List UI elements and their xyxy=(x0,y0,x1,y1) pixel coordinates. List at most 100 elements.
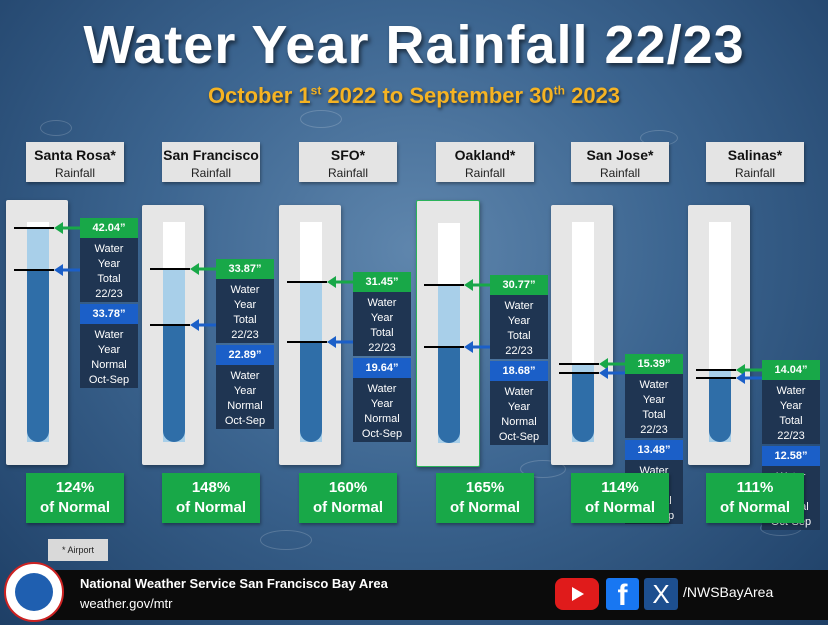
total-caption: Water Year Total 22/23 xyxy=(80,237,138,302)
gauge-tube xyxy=(27,222,49,442)
station-label: Oakland* Rainfall xyxy=(436,142,534,182)
normal-value-label: 33.78” xyxy=(80,303,138,324)
normal-fill-bar xyxy=(163,325,185,442)
caption-line: Year xyxy=(233,299,257,312)
total-value-label: 14.04” xyxy=(762,360,820,381)
normal-value-label: 18.68” xyxy=(490,361,548,382)
station-label: San Jose* Rainfall xyxy=(571,142,669,182)
station-label: Salinas* Rainfall xyxy=(706,142,804,182)
total-caption: Water Year Total 22/23 xyxy=(762,380,820,445)
caption-line: Oct-Sep xyxy=(224,415,266,428)
caption-line: Year xyxy=(779,400,803,413)
footer-url[interactable]: weather.gov/mtr xyxy=(80,596,173,611)
normal-marker-line xyxy=(424,345,464,348)
caption-line: Oct-Sep xyxy=(88,373,130,386)
normal-marker-line xyxy=(696,376,736,379)
normal-caption: Water Year Normal Oct-Sep xyxy=(216,365,274,430)
normal-fill-bar xyxy=(572,373,594,442)
percent-value: 165% xyxy=(465,479,505,496)
caption-line: Water xyxy=(776,385,806,398)
total-value-label: 15.39” xyxy=(625,353,683,374)
rainfall-label: Rainfall xyxy=(599,166,641,180)
gauge-tube xyxy=(300,222,322,442)
percent-value: 114% xyxy=(601,479,639,496)
station-name: Santa Rosa* xyxy=(34,147,116,163)
percent-of-normal: 148% of Normal xyxy=(162,473,260,523)
percent-of-normal: 111% of Normal xyxy=(706,473,804,523)
percent-of-normal: 160% of Normal xyxy=(299,473,397,523)
percent-of-normal: 124% of Normal xyxy=(26,473,124,523)
caption-line: 22/23 xyxy=(368,341,396,354)
rain-gauge xyxy=(688,205,750,465)
normal-value-label: 12.58” xyxy=(762,446,820,467)
rain-gauge xyxy=(279,205,341,465)
facebook-icon[interactable]: f xyxy=(606,578,639,612)
normal-caption: Water Year Normal Oct-Sep xyxy=(353,377,411,442)
total-value-label: 33.87” xyxy=(216,259,274,280)
normal-fill-bar xyxy=(300,341,322,442)
normal-marker-line xyxy=(150,324,190,327)
footer-org: National Weather Service San Francisco B… xyxy=(80,576,388,591)
total-value-label: 31.45” xyxy=(353,271,411,292)
percent-value: 111% xyxy=(736,479,774,496)
total-marker-line xyxy=(696,369,736,372)
caption-line: Year xyxy=(370,311,394,324)
caption-line: Water xyxy=(94,242,124,255)
caption-line: Water xyxy=(367,296,397,309)
caption-line: Year xyxy=(642,393,666,406)
total-caption: Water Year Total 22/23 xyxy=(490,295,548,360)
of-normal-label: of Normal xyxy=(175,499,246,516)
total-marker-line xyxy=(14,226,54,229)
caption-line: Normal xyxy=(91,358,127,371)
nws-logo xyxy=(4,562,64,622)
percent-of-normal: 114% of Normal xyxy=(571,473,669,523)
caption-line: 22/23 xyxy=(777,430,805,443)
rainfall-label: Rainfall xyxy=(734,166,776,180)
of-normal-label: of Normal xyxy=(39,499,110,516)
caption-line: Year xyxy=(97,343,121,356)
gauge-tube xyxy=(163,222,185,442)
normal-marker-line xyxy=(287,340,327,343)
caption-line: Water xyxy=(94,328,124,341)
x-icon[interactable]: X xyxy=(644,578,678,610)
gauge-tube xyxy=(438,223,460,443)
caption-line: Total xyxy=(779,415,803,428)
caption-line: 22/23 xyxy=(505,345,533,358)
footer: National Weather Service San Francisco B… xyxy=(44,570,828,620)
gauge-tube xyxy=(572,222,594,442)
of-normal-label: of Normal xyxy=(449,499,520,516)
total-caption: Water Year Total 22/23 xyxy=(625,373,683,438)
rain-gauge xyxy=(551,205,613,465)
youtube-icon[interactable] xyxy=(555,578,599,610)
caption-line: Normal xyxy=(227,400,263,413)
caption-line: Water xyxy=(230,370,260,383)
social-handle[interactable]: /NWSBayArea xyxy=(683,584,774,600)
caption-line: Total xyxy=(370,326,394,339)
caption-line: Water xyxy=(504,386,534,399)
caption-line: 22/23 xyxy=(231,329,259,342)
normal-fill-bar xyxy=(27,269,49,442)
total-caption: Water Year Total 22/23 xyxy=(353,291,411,356)
station-name: San Jose* xyxy=(586,147,654,163)
of-normal-label: of Normal xyxy=(312,499,383,516)
normal-marker-line xyxy=(14,268,54,271)
normal-value-label: 13.48” xyxy=(625,439,683,460)
station-name: SFO* xyxy=(330,147,366,163)
station-name: Salinas* xyxy=(727,147,783,163)
rain-gauge xyxy=(6,200,68,465)
caption-line: Year xyxy=(507,315,531,328)
caption-line: Oct-Sep xyxy=(361,427,403,440)
caption-line: Water xyxy=(230,284,260,297)
station-name: San Francisco xyxy=(163,147,259,163)
station-name: Oakland* xyxy=(454,147,516,163)
station-label: SFO* Rainfall xyxy=(299,142,397,182)
caption-line: Year xyxy=(370,397,394,410)
normal-fill-bar xyxy=(438,347,460,443)
rainfall-label: Rainfall xyxy=(464,166,506,180)
caption-line: Year xyxy=(233,385,257,398)
footnote: * Airport xyxy=(48,539,108,561)
page-title: Water Year Rainfall 22/23 xyxy=(83,15,745,75)
total-value-label: 42.04” xyxy=(80,217,138,238)
caption-line: Total xyxy=(233,314,257,327)
caption-line: Total xyxy=(507,330,531,343)
